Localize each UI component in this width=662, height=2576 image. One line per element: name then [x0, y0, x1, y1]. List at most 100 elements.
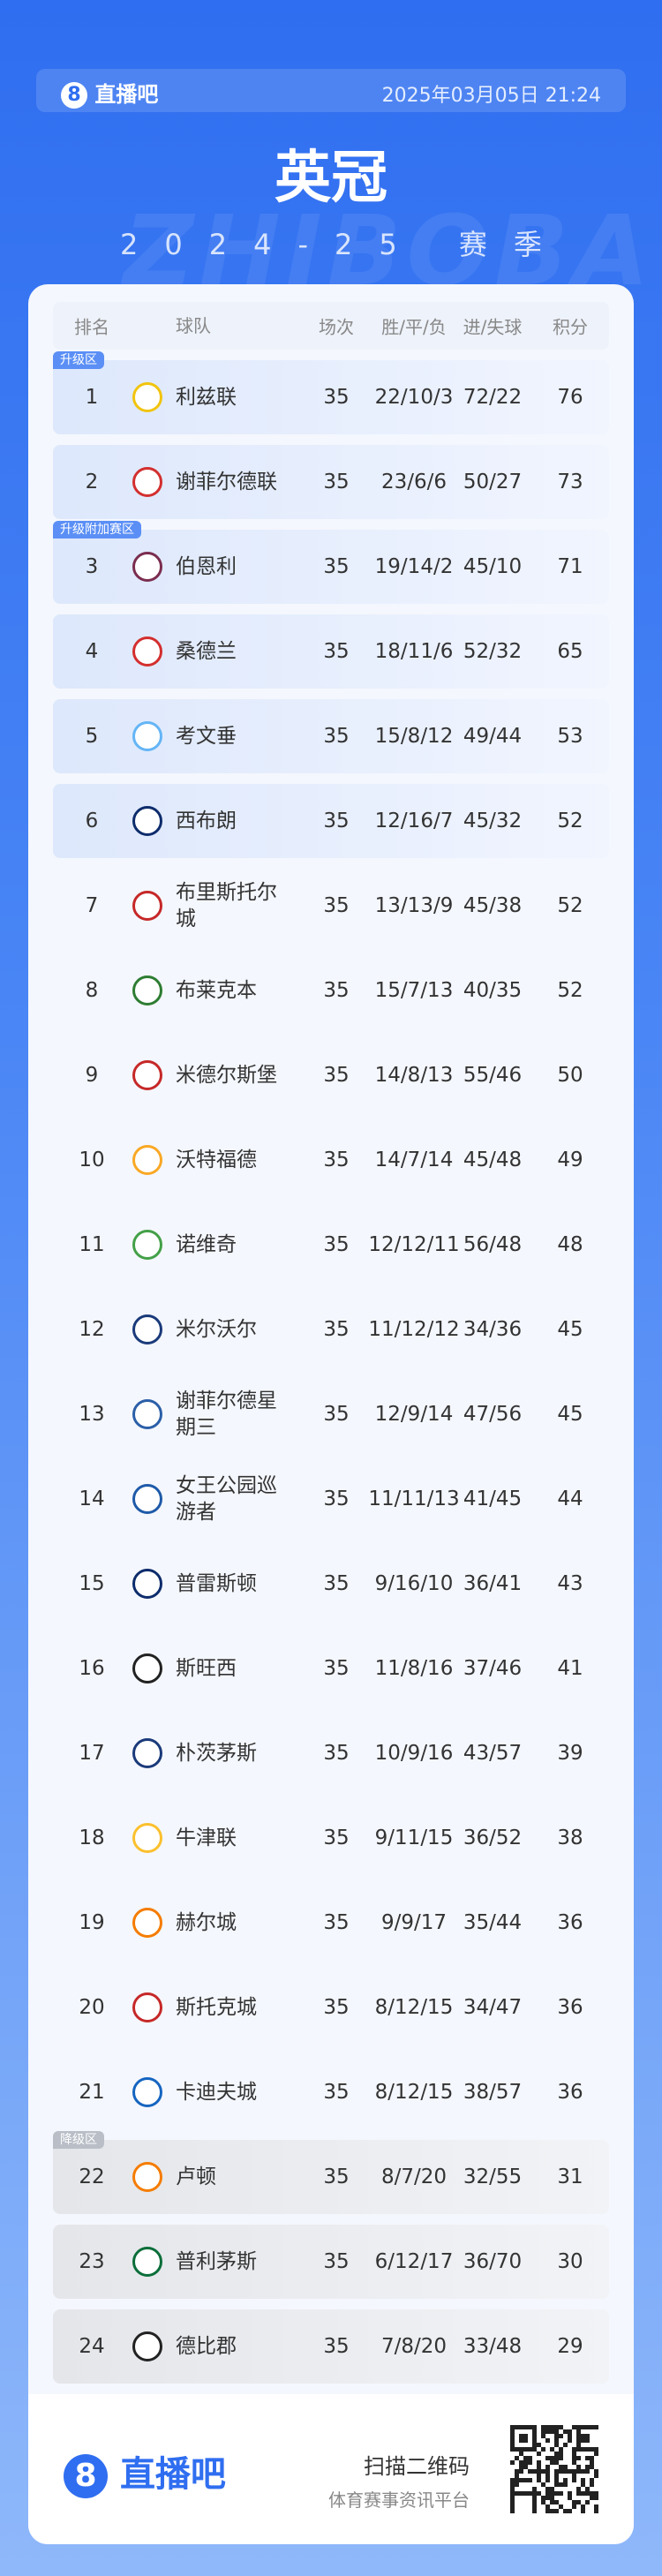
qr-cell — [585, 2425, 590, 2429]
header-row — [53, 302, 609, 350]
qr-cell — [554, 2509, 559, 2513]
qr-cell — [563, 2509, 568, 2513]
team-name: 普利茅斯 — [176, 2250, 257, 2274]
qr-cell — [545, 2438, 550, 2443]
qr-cell — [550, 2491, 554, 2496]
goals: 50/27 — [463, 471, 523, 494]
wdl: 12/9/14 — [374, 1403, 454, 1427]
qr-cell — [581, 2504, 585, 2509]
played: 35 — [323, 2335, 350, 2359]
rank: 18 — [79, 1827, 105, 1850]
qr-cell — [581, 2469, 585, 2474]
wdl: 7/8/20 — [380, 2335, 448, 2359]
qr-cell — [594, 2447, 598, 2452]
qr-code — [510, 2425, 598, 2513]
qr-cell — [550, 2496, 554, 2500]
points: 53 — [557, 725, 583, 749]
qr-cell — [545, 2469, 550, 2474]
qr-cell — [559, 2465, 563, 2469]
qr-cell — [532, 2447, 537, 2452]
played: 35 — [323, 1488, 350, 1511]
team-name: 布里斯托尔城 — [176, 881, 277, 931]
points: 45 — [557, 1318, 583, 1342]
qr-cell — [563, 2429, 568, 2434]
team-name: 布莱克本 — [176, 979, 257, 1003]
goals: 55/46 — [463, 1064, 523, 1088]
team-name: 利兹联 — [176, 386, 237, 409]
rank: 10 — [79, 1149, 105, 1172]
wdl: 12/16/7 — [374, 810, 454, 833]
team-logo — [132, 1145, 162, 1176]
qr-cell — [554, 2438, 559, 2443]
goals: 36/70 — [463, 2250, 523, 2274]
qr-cell — [528, 2478, 532, 2482]
team-name: 赫尔城 — [176, 1911, 237, 1935]
qr-cell — [581, 2447, 585, 2452]
qr-cell — [559, 2425, 563, 2429]
points: 76 — [557, 386, 583, 409]
points: 49 — [557, 1149, 583, 1172]
goals: 34/47 — [463, 1996, 523, 2020]
qr-cell — [532, 2443, 537, 2447]
qr-cell — [581, 2438, 585, 2443]
team-logo — [132, 1908, 162, 1939]
played: 35 — [323, 725, 350, 749]
rank: 20 — [79, 1996, 105, 2020]
qr-cell — [510, 2491, 515, 2496]
wdl: 11/11/13 — [368, 1488, 460, 1511]
goals: 49/44 — [463, 725, 523, 749]
played: 35 — [323, 810, 350, 833]
qr-cell — [532, 2509, 537, 2513]
rank: 12 — [79, 1318, 105, 1342]
qr-cell — [581, 2491, 585, 2496]
points: 65 — [557, 640, 583, 664]
played: 35 — [323, 1318, 350, 1342]
team-name: 谢菲尔德星期三 — [176, 1390, 277, 1440]
qr-cell — [554, 2434, 559, 2438]
qr-cell — [510, 2496, 515, 2500]
team-name: 德比郡 — [176, 2335, 237, 2359]
team-logo — [132, 1992, 162, 2023]
team-name: 谢菲尔德联 — [176, 471, 277, 494]
qr-cell — [541, 2500, 545, 2504]
points: 48 — [557, 1233, 583, 1257]
played: 35 — [323, 1233, 350, 1257]
qr-cell — [590, 2460, 594, 2465]
team-logo — [132, 467, 162, 498]
qr-cell — [510, 2509, 515, 2513]
footer-brand: 8 直播吧 — [64, 2445, 226, 2498]
qr-cell — [554, 2443, 559, 2447]
qr-cell — [541, 2447, 545, 2452]
qr-cell — [515, 2469, 519, 2474]
points: 52 — [557, 894, 583, 918]
team-logo — [132, 2247, 162, 2278]
qr-cell — [510, 2504, 515, 2509]
top-bar: 8 直播吧 2025年03月05日 21:24 — [36, 69, 626, 112]
played: 35 — [323, 2165, 350, 2189]
qr-cell — [545, 2478, 550, 2482]
column-header: 进/失球 — [463, 316, 523, 338]
goals: 38/57 — [463, 2081, 523, 2105]
brand-text: 直播吧 — [94, 82, 159, 107]
played: 35 — [323, 979, 350, 1003]
qr-cell — [545, 2474, 550, 2478]
qr-cell — [510, 2438, 515, 2443]
qr-cell — [572, 2478, 576, 2482]
brand: 8 直播吧 — [61, 77, 158, 109]
team-name: 卢顿 — [176, 2165, 216, 2189]
wdl: 8/12/15 — [374, 2081, 454, 2105]
qr-cell — [554, 2482, 559, 2487]
qr-cell — [537, 2478, 541, 2482]
qr-cell — [585, 2491, 590, 2496]
qr-cell — [590, 2456, 594, 2460]
qr-cell — [559, 2469, 563, 2474]
qr-cell — [541, 2482, 545, 2487]
qr-cell — [550, 2500, 554, 2504]
qr-cell — [581, 2478, 585, 2482]
team-logo — [132, 636, 162, 667]
qr-cell — [510, 2500, 515, 2504]
tagline: 体育赛事资讯平台 — [328, 2489, 470, 2511]
team-logo — [132, 1314, 162, 1345]
team-name: 卡迪夫城 — [176, 2081, 257, 2105]
